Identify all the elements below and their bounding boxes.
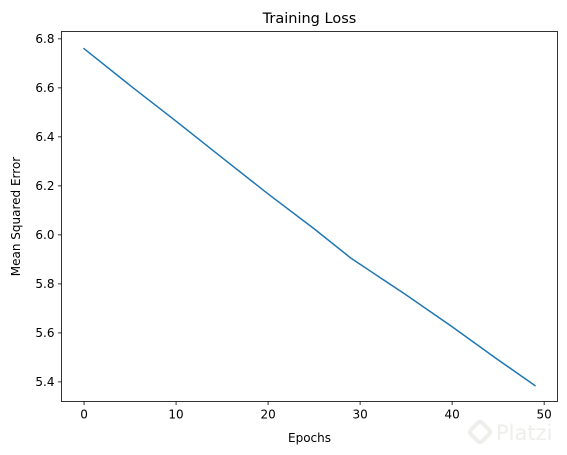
series-line-0 <box>82 47 536 387</box>
x-axis-label: Epochs <box>288 431 331 445</box>
y-ticks: 5.4 5.6 5.8 6.0 6.2 6.4 6.6 6.8 <box>35 32 62 389</box>
platzi-logo-icon <box>467 419 493 445</box>
x-tick-label: 40 <box>444 408 459 422</box>
watermark-text: Platzi <box>496 421 552 445</box>
y-tick-label: 6.2 <box>35 179 54 193</box>
y-tick-label: 6.0 <box>35 228 54 242</box>
y-tick-label: 5.4 <box>35 375 54 389</box>
x-tick-label: 0 <box>80 408 88 422</box>
chart-title: Training Loss <box>262 11 357 27</box>
x-tick-label: 10 <box>168 408 183 422</box>
y-tick-label: 6.8 <box>35 32 54 46</box>
y-tick-label: 5.6 <box>35 326 54 340</box>
y-tick-label: 5.8 <box>35 277 54 291</box>
x-ticks: 0 10 20 30 40 50 <box>80 401 552 422</box>
x-tick-label: 30 <box>352 408 367 422</box>
x-tick-label: 50 <box>537 408 552 422</box>
platzi-watermark: Platzi <box>467 419 552 445</box>
y-tick-label: 6.6 <box>35 81 54 95</box>
y-tick-label: 6.4 <box>35 130 54 144</box>
axes-frame <box>61 31 558 402</box>
y-axis-label: Mean Squared Error <box>9 157 23 277</box>
x-tick-label: 20 <box>260 408 275 422</box>
